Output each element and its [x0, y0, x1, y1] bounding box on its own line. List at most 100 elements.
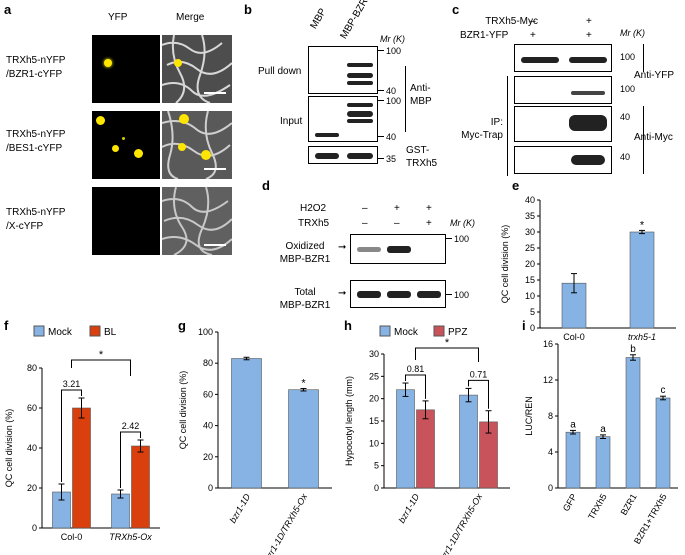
bar — [131, 445, 150, 529]
c-sign-1-1: – — [530, 16, 536, 27]
panel-e-letter: e — [512, 178, 520, 193]
panel-f-letter: f — [4, 318, 9, 333]
pull-down-label: Pull down — [258, 66, 302, 77]
y-tick-label: 20 — [203, 452, 213, 462]
anti-mbp-label: Anti- MBP — [410, 83, 432, 107]
oxidized-blot — [350, 234, 446, 264]
chart-g: 0 20 40 60 80 100 QC cell division (%) bzr1-1D b… — [178, 327, 332, 555]
yfp-image-x — [92, 187, 160, 255]
group-letter: c — [661, 385, 666, 396]
pulldown-blot — [308, 46, 378, 94]
bar — [231, 358, 262, 489]
y-tick-label: 20 — [27, 483, 37, 493]
bar — [629, 231, 655, 329]
y-tick-label: 40 — [203, 421, 213, 431]
significance-star: * — [445, 337, 450, 349]
marker-d-2: 100 — [454, 290, 470, 300]
legend-label: Mock — [394, 327, 419, 338]
comparison-bracket — [468, 379, 489, 409]
c-sign-2-1: + — [530, 30, 536, 41]
panel-i-letter: i — [522, 318, 526, 333]
x-tick-label: bzr1-1D/TRXh5-Ox — [437, 492, 484, 555]
bzr1-yfp-header: BZR1-YFP — [460, 30, 509, 41]
bar — [565, 431, 581, 489]
total-blot — [350, 280, 446, 308]
legend-swatch — [379, 325, 391, 337]
x-tick-label: GFP — [561, 492, 579, 513]
yfp-column-header: YFP — [108, 12, 128, 23]
anti-yfp-label: Anti-YFP — [634, 70, 675, 81]
y-tick-label: 0 — [530, 323, 535, 333]
y-tick-label: 0 — [208, 483, 213, 493]
significance-star: * — [301, 377, 306, 389]
d-sign-1-2: + — [394, 203, 400, 214]
y-tick-label: 40 — [525, 195, 535, 205]
y-tick-label: 10 — [369, 438, 379, 448]
legend-label: BL — [104, 327, 117, 338]
c-sign-1-2: + — [586, 16, 592, 27]
group-letter: a — [600, 424, 606, 435]
row-label-x: TRXh5-nYFP /X-cYFP — [6, 207, 66, 232]
legend-swatch — [433, 325, 445, 337]
x-tick-label: TRXh5 — [586, 492, 609, 521]
legend-label: PPZ — [448, 327, 467, 338]
chart-h: 0 5 10 15 20 25 30 Hypocotyl length (mm) bzr1-1D… — [344, 325, 510, 555]
gst-trxh5-label: GST- TRXh5 — [406, 145, 438, 169]
marker-b-4: 40 — [386, 132, 397, 142]
y-tick-label: 15 — [369, 416, 379, 426]
lane-label-mbp-bzr1: MBP-BZR1 — [338, 0, 374, 42]
group-letter: b — [630, 344, 636, 355]
c-sign-2-2: + — [586, 30, 592, 41]
merge-image-bes1 — [162, 111, 232, 179]
trxh5-myc-header: TRXh5-Myc — [485, 16, 538, 27]
c-ip-myc-blot-1 — [514, 106, 612, 142]
y-tick-label: 60 — [203, 389, 213, 399]
comparison-bracket — [71, 359, 131, 376]
row-label-bes1: TRXh5-nYFP /BES1-cYFP — [6, 129, 66, 154]
y-tick-label: 16 — [543, 339, 553, 349]
y-tick-label: 80 — [203, 358, 213, 368]
marker-d-1: 100 — [454, 234, 470, 244]
y-tick-label: 0 — [374, 483, 379, 493]
fold-change-label: 0.81 — [407, 364, 425, 374]
marker-c-2: 100 — [620, 84, 636, 94]
d-sign-2-2: – — [394, 218, 400, 229]
marker-c-3: 40 — [620, 112, 631, 122]
legend-label: Mock — [48, 327, 73, 338]
x-tick-label: BZR1 — [619, 492, 639, 517]
yfp-image-bzr1 — [92, 35, 160, 103]
y-tick-label: 0 — [32, 523, 37, 533]
row-label-bzr1: TRXh5-nYFP /BZR1-cYFP — [6, 55, 66, 80]
marker-b-2: 40 — [386, 86, 397, 96]
fold-change-label: 2.42 — [122, 421, 140, 431]
significance-star: * — [99, 349, 104, 361]
y-tick-label: 25 — [525, 243, 535, 253]
bar — [111, 493, 130, 529]
c-input-yfp-blot — [514, 44, 612, 72]
gst-trxh5-blot — [308, 146, 378, 164]
fold-change-label: 0.71 — [470, 369, 488, 379]
arrow-icon-total: ➞ — [338, 288, 347, 299]
arrow-icon-oxidized: ➞ — [338, 242, 347, 253]
legend-swatch — [89, 325, 101, 337]
marker-c-4: 40 — [620, 152, 631, 162]
y-tick-label: 100 — [198, 327, 213, 337]
marker-b-3: 100 — [386, 96, 402, 106]
comparison-bracket — [120, 431, 141, 488]
trxh5-header: TRXh5 — [298, 218, 330, 229]
x-tick-label: bzr1-1D/TRXh5-Ox — [262, 492, 309, 555]
y-tick-label: 0 — [548, 483, 553, 493]
significance-star: * — [640, 219, 645, 231]
panel-c-letter: c — [452, 2, 460, 17]
y-tick-label: 10 — [525, 291, 535, 301]
y-axis-label: QC cell division (%) — [4, 409, 14, 488]
y-tick-label: 30 — [369, 349, 379, 359]
merge-image-bzr1 — [162, 35, 232, 103]
bar — [595, 436, 611, 489]
bar — [288, 389, 319, 489]
d-sign-1-1: – — [362, 203, 368, 214]
chart-e: 0 5 10 15 20 25 30 35 40 QC cell division (%) Col-… — [500, 195, 676, 342]
merge-column-header: Merge — [176, 12, 205, 23]
bar — [72, 407, 91, 529]
